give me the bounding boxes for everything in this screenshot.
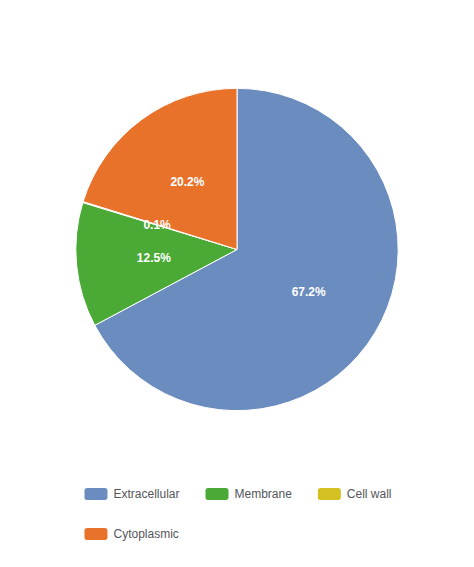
svg-text:Extracellular: Extracellular: [113, 487, 179, 501]
svg-text:67.2%: 67.2%: [292, 285, 326, 299]
svg-text:12.5%: 12.5%: [137, 251, 171, 265]
svg-text:20.2%: 20.2%: [170, 175, 204, 189]
svg-text:0.1%: 0.1%: [143, 218, 171, 232]
svg-text:Cell wall: Cell wall: [347, 487, 392, 501]
svg-text:Membrane: Membrane: [234, 487, 292, 501]
svg-text:Cytoplasmic: Cytoplasmic: [113, 527, 178, 541]
